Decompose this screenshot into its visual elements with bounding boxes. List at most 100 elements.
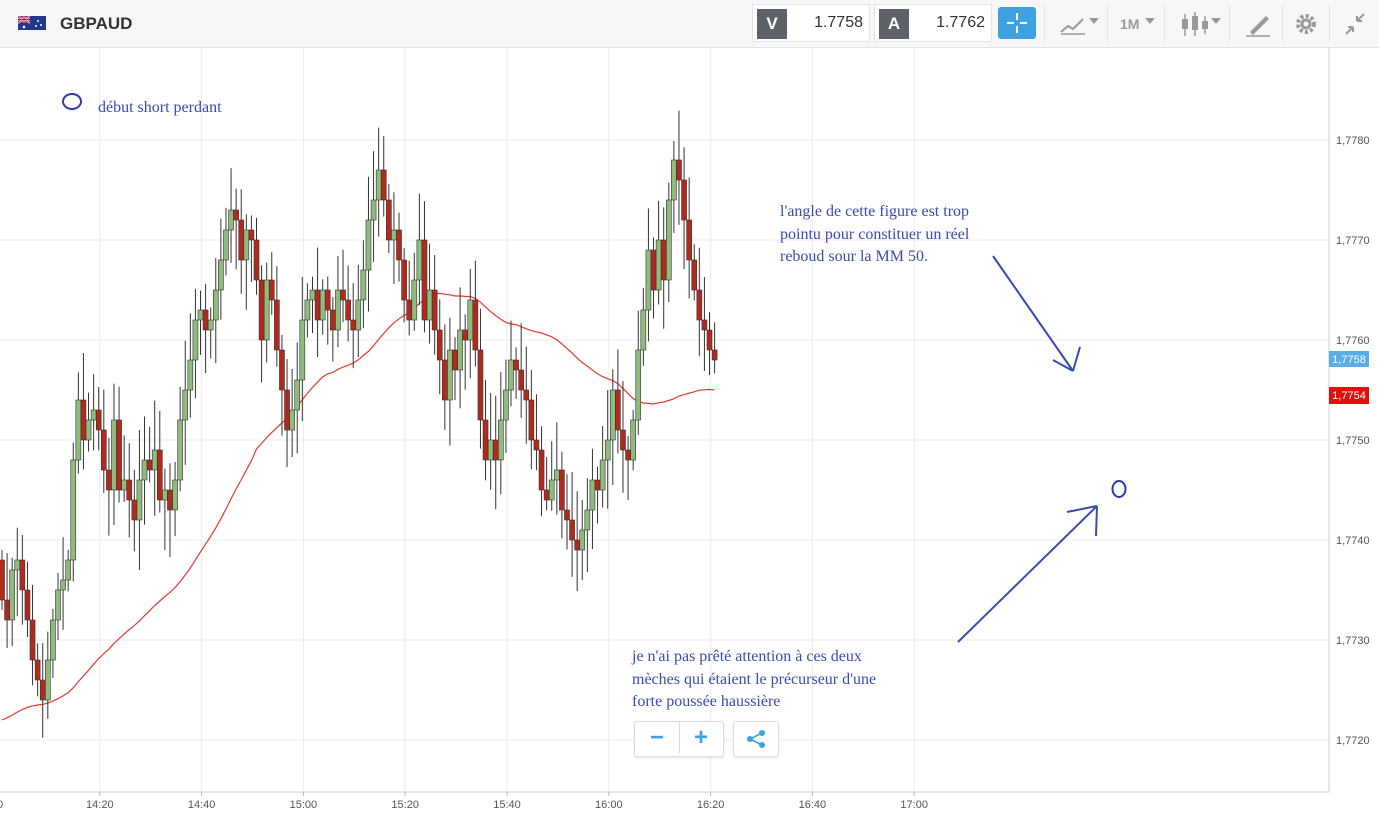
candle-body [701, 319, 708, 331]
candle-body [248, 229, 255, 241]
candle-body [106, 469, 112, 491]
candle-body [340, 289, 346, 301]
annotation-arrows [957, 255, 1127, 643]
price-label-ma: 1,7754 [1329, 387, 1369, 404]
zoom-controls: − + [634, 721, 724, 757]
candle-body [121, 479, 127, 491]
candle-body [472, 299, 479, 351]
candle-body [467, 299, 474, 341]
x-tick-label: 15:40 [493, 799, 521, 811]
zoom-in-button[interactable]: + [693, 724, 708, 751]
zoom-out-button[interactable]: − [635, 722, 680, 754]
timeframe-button[interactable]: 1M [1107, 6, 1164, 42]
candle-body [299, 319, 306, 381]
candle-body [111, 419, 117, 491]
x-tick-label: 17:00 [900, 799, 928, 811]
x-tick-label-edge: 0 [0, 799, 3, 811]
candle-body [95, 409, 102, 431]
candle-body [452, 349, 458, 371]
candle-body [294, 379, 301, 411]
candle-body [70, 459, 77, 561]
candle-body [218, 259, 224, 291]
candle-body [207, 319, 214, 331]
candle-body [345, 299, 351, 321]
candle-body [258, 279, 265, 341]
candle-body [167, 489, 173, 511]
candle-body [696, 289, 703, 321]
collapse-button[interactable] [1329, 6, 1379, 42]
candle-body [650, 249, 657, 291]
candle-body [615, 389, 621, 431]
candle-body [268, 279, 275, 301]
candle-body [330, 309, 336, 331]
candle-body [202, 309, 209, 331]
candle-body [609, 389, 616, 441]
y-tick-label: 1,7740 [1336, 535, 1370, 547]
y-tick-label: 1,7720 [1336, 735, 1370, 747]
candle-body [212, 289, 219, 321]
candle-body [55, 589, 61, 621]
candle-body [60, 579, 66, 591]
candle-body [513, 359, 519, 371]
candle-body [523, 389, 530, 401]
candle-body [238, 219, 245, 261]
short-entry-circle [1111, 480, 1127, 498]
buy-label: A [879, 9, 909, 39]
candle-body [187, 359, 194, 391]
candle-body [630, 419, 636, 461]
candle-body [660, 239, 667, 281]
candle-body [9, 569, 15, 621]
arrow-angle [992, 255, 1074, 372]
candle-body [65, 559, 71, 581]
candle-body [24, 589, 31, 621]
candle-body [564, 509, 570, 521]
candle-style-button[interactable] [1164, 6, 1229, 42]
candle-body [156, 449, 163, 501]
settings-button[interactable] [1282, 6, 1329, 42]
candle-body [116, 419, 122, 491]
chart-type-button[interactable] [1044, 6, 1107, 42]
crosshair-icon [1007, 13, 1027, 33]
share-button[interactable] [733, 721, 779, 757]
candle-body [671, 159, 677, 201]
drawing-tools-button[interactable] [1229, 6, 1282, 42]
y-tick-label: 1,7760 [1336, 335, 1370, 347]
gear-icon [1296, 14, 1316, 34]
sell-button[interactable]: V 1.7758 [752, 4, 870, 42]
candle-body [498, 419, 504, 461]
candle-body [574, 539, 580, 551]
arrowhead-angle [1052, 346, 1081, 372]
x-tick-label: 14:40 [188, 799, 216, 811]
candle-body [436, 329, 443, 361]
x-tick-label: 16:00 [595, 799, 623, 811]
candle-body [635, 349, 642, 421]
candle-body [182, 389, 189, 421]
candle-body [676, 159, 682, 181]
buy-button[interactable]: A 1.7762 [874, 4, 992, 42]
x-tick-label: 15:20 [391, 799, 419, 811]
candle-body [274, 299, 280, 351]
drawing-tools-icon [1246, 16, 1270, 37]
candle-body [85, 419, 92, 441]
candle-body [487, 439, 494, 461]
candle-body [686, 219, 692, 261]
candle-body [691, 259, 698, 291]
price-label-current: 1,7758 [1329, 351, 1369, 367]
candle-body [39, 679, 46, 701]
candle-body [396, 229, 402, 261]
ma-50-path [1, 292, 715, 721]
x-tick-label: 15:00 [290, 799, 318, 811]
svg-text:1,7758: 1,7758 [1332, 354, 1366, 366]
candle-body [406, 299, 413, 321]
candle-body [177, 419, 183, 481]
crosshair-button[interactable] [998, 7, 1036, 39]
candle-body [0, 559, 5, 601]
candle-body [75, 399, 82, 461]
candle-body [492, 439, 499, 461]
candle-body [350, 319, 357, 331]
candle-body [90, 409, 97, 421]
candle-body [136, 479, 143, 521]
candle-body [457, 329, 463, 371]
candle-body [482, 419, 489, 461]
candle-body [172, 479, 178, 511]
